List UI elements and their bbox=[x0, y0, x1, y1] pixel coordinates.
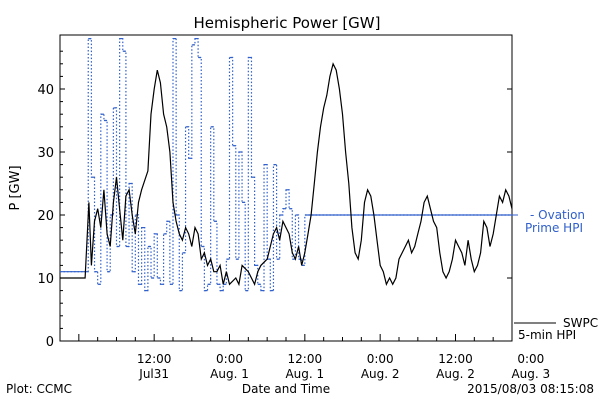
y-tick-label: 10 bbox=[37, 272, 54, 287]
x-tick-sublabel: Aug. 2 bbox=[361, 367, 400, 381]
x-tick-sublabel: Aug. 3 bbox=[511, 367, 550, 381]
x-tick-label: 12:00 bbox=[288, 352, 323, 366]
x-tick-label: 0:00 bbox=[216, 352, 243, 366]
x-tick-sublabel: Aug. 1 bbox=[285, 367, 324, 381]
y-tick-label: 20 bbox=[37, 209, 54, 224]
x-tick-sublabel: Aug. 1 bbox=[210, 367, 249, 381]
x-tick-sublabel: Jul31 bbox=[138, 367, 169, 381]
legend-ovation-line2: Prime HPI bbox=[525, 221, 583, 235]
x-tick-sublabel: Aug. 2 bbox=[436, 367, 475, 381]
y-tick-label: 0 bbox=[46, 335, 54, 350]
x-tick-label: 12:00 bbox=[137, 352, 172, 366]
x-tick-label: 12:00 bbox=[438, 352, 473, 366]
x-axis-label: Date and Time bbox=[242, 382, 330, 396]
series-layer bbox=[60, 37, 518, 292]
chart-title: Hemispheric Power [GW] bbox=[194, 14, 381, 32]
legend-ovation-line1: - Ovation bbox=[530, 208, 585, 222]
footer-left: Plot: CCMC bbox=[6, 382, 72, 396]
plot-frame bbox=[59, 34, 513, 342]
x-tick-label: 0:00 bbox=[367, 352, 394, 366]
ovation-prime-hpi-series bbox=[60, 38, 512, 292]
legend-swpc-line2: 5-min HPI bbox=[518, 328, 576, 342]
swpc-hpi-series bbox=[60, 62, 513, 287]
y-tick-label: 30 bbox=[37, 146, 54, 161]
x-tick-label: 0:00 bbox=[517, 352, 544, 366]
footer-right: 2015/08/03 08:15:08 bbox=[467, 382, 594, 396]
legend-swpc-line1: SWPC bbox=[563, 316, 598, 330]
y-axis: 0 10 20 30 40 bbox=[37, 50, 512, 350]
y-tick-label: 40 bbox=[37, 83, 54, 98]
y-axis-label: P [GW] bbox=[8, 165, 23, 210]
